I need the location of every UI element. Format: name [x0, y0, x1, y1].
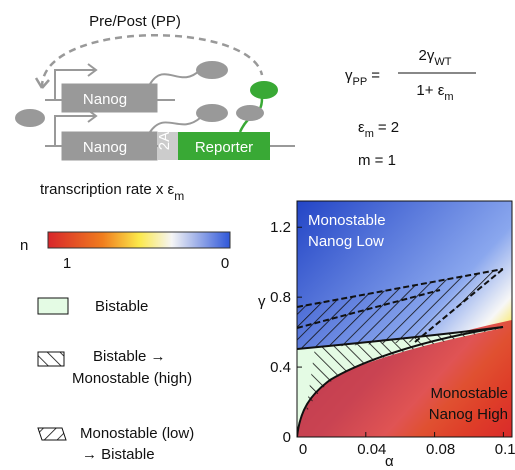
x-tick-label: 0.08 [426, 441, 455, 458]
reporter-protein [250, 81, 278, 99]
gene-label: Nanog [83, 91, 127, 108]
figure: Pre/Post (PP) Nanog Nanog 2A Reporter tr… [0, 0, 515, 470]
phase-plot: Monostable Nanog Low Monostable Nanog Hi… [258, 201, 515, 470]
legend: Bistable Bistable → Monostable (high) Mo… [38, 298, 194, 463]
param: m = 1 [358, 152, 396, 169]
y-tick-label: 0 [283, 429, 291, 446]
colorbar: n 1 0 [20, 232, 230, 272]
eq-sub: m [444, 91, 453, 103]
colorbar-gradient [48, 232, 230, 248]
param-sub: m [365, 128, 374, 140]
legend-label: Bistable [95, 298, 148, 315]
legend-swatch [38, 352, 64, 366]
eq-num-text: 2γ [419, 47, 435, 64]
y-tick-label: 0.8 [270, 289, 291, 306]
y-tick-label: 1.2 [270, 219, 291, 236]
caption-text: transcription rate x ε [40, 181, 175, 198]
diagram-title: Pre/Post (PP) [89, 13, 181, 30]
eq-num: 2γWT [419, 47, 452, 68]
colorbar-tick: 0 [221, 255, 229, 272]
gene-label: Nanog [83, 139, 127, 156]
eq-den: 1+ εm [416, 82, 453, 103]
legend-label: Bistable → [93, 348, 166, 365]
region-label: Monostable [308, 212, 386, 229]
x-tick-label: 0 [299, 441, 307, 458]
gene-label: 2A [156, 132, 173, 150]
region-label: Nanog High [429, 406, 508, 423]
legend-label: → Bistable [82, 446, 155, 463]
gene-diagram: Pre/Post (PP) Nanog Nanog 2A Reporter tr… [15, 13, 295, 203]
y-axis-label: γ [258, 293, 266, 310]
mrna [150, 70, 200, 84]
x-tick-label: 0.04 [357, 441, 386, 458]
eq-sub: PP [353, 76, 368, 88]
region-label: Nanog Low [308, 233, 384, 250]
eq-sub: WT [434, 56, 451, 68]
caption-sub: m [174, 189, 184, 203]
equation: γPP= 2γWT 1+ εm εm= 2 m = 1 [345, 47, 476, 169]
region-label: Monostable [430, 385, 508, 402]
legend-swatch [38, 428, 66, 440]
legend-swatch [38, 298, 68, 314]
y-tick-label: 0.4 [270, 359, 291, 376]
colorbar-tick: 1 [63, 255, 71, 272]
param: εm= 2 [358, 119, 399, 140]
caption: transcription rate x εm [40, 181, 184, 203]
eq-lhs: γPP= [345, 67, 380, 88]
x-tick-label: 0.12 [495, 441, 515, 458]
colorbar-label: n [20, 237, 28, 254]
mrna [150, 118, 200, 132]
eq-equals: = [371, 67, 380, 84]
legend-label: Monostable (high) [72, 370, 192, 387]
eq-den-text: 1+ ε [416, 82, 444, 99]
gene-label: Reporter [195, 139, 253, 156]
legend-label: Monostable (low) [80, 425, 194, 442]
param-value: = 2 [378, 119, 399, 136]
